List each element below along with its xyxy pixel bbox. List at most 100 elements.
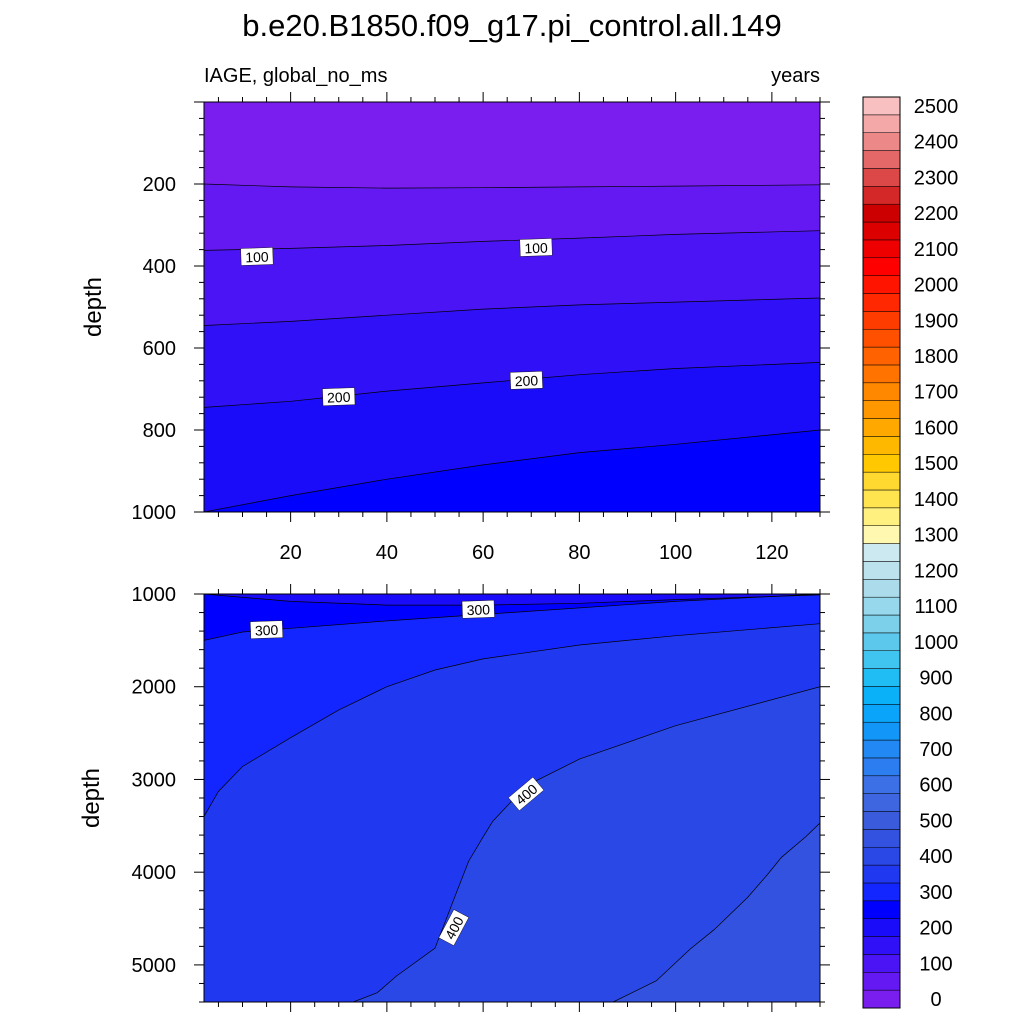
y-tick-label: 4000 [132, 862, 177, 884]
x-tick-label: 100 [659, 542, 692, 564]
colorbar-box [862, 221, 901, 241]
colorbar-box [862, 364, 901, 384]
svg-text:100: 100 [245, 249, 269, 266]
colorbar-label: 700 [919, 739, 952, 761]
colorbar-label: 1600 [914, 417, 959, 439]
colorbar-label: 800 [919, 703, 952, 725]
colorbar-box [862, 328, 901, 348]
colorbar-box [862, 96, 901, 116]
contour-label: 100 [519, 238, 553, 257]
colorbar-box [862, 775, 901, 794]
y-axis-label: depth [78, 768, 105, 828]
contour-label: 200 [322, 387, 356, 406]
colorbar-box [862, 311, 901, 330]
colorbar-box [862, 436, 901, 455]
colorbar-box [862, 668, 901, 687]
colorbar-label: 2200 [914, 203, 959, 225]
contour-label: 200 [509, 371, 543, 390]
colorbar-box [862, 596, 901, 616]
y-axis-label: depth [80, 277, 107, 337]
colorbar-box [862, 525, 901, 544]
colorbar-box [862, 150, 901, 169]
colorbar-label: 1400 [914, 489, 959, 511]
colorbar-box [862, 954, 901, 973]
colorbar: 0 100 200 300 400 500 600 700 800 900 1000 1100 1200… [862, 96, 959, 1011]
contour-line [204, 594, 820, 641]
colorbar-box [862, 721, 901, 741]
colorbar-box [862, 632, 901, 651]
colorbar-box [862, 579, 901, 598]
colorbar-label: 0 [930, 989, 941, 1011]
colorbar-label: 200 [919, 918, 952, 940]
colorbar-label: 2000 [914, 275, 959, 297]
y-tick-label: 2000 [132, 677, 177, 699]
contour-line [204, 297, 820, 326]
colorbar-box [862, 471, 901, 491]
colorbar-box [862, 275, 901, 294]
colorbar-label: 500 [919, 810, 952, 832]
colorbar-box [862, 614, 901, 634]
colorbar-box [862, 757, 901, 777]
colorbar-label: 1500 [914, 453, 959, 475]
y-tick-label: 600 [143, 338, 176, 360]
colorbar-box [862, 864, 901, 884]
contour-line [204, 429, 820, 512]
colorbar-label: 2100 [914, 239, 959, 261]
colorbar-box [862, 203, 901, 223]
y-tick-label: 1000 [132, 584, 177, 606]
colorbar-box [862, 989, 901, 1009]
svg-text:300: 300 [466, 601, 490, 618]
contour-line [204, 362, 820, 408]
x-tick-label: 80 [568, 542, 590, 564]
colorbar-box [862, 739, 901, 759]
colorbar-box [862, 936, 901, 955]
contour-fill-group [204, 102, 820, 512]
colorbar-box [862, 507, 901, 526]
x-tick-label: 60 [472, 542, 494, 564]
colorbar-box [862, 686, 901, 705]
contour-fill-group [204, 594, 820, 1002]
y-tick-label: 1000 [132, 502, 177, 524]
colorbar-label: 1100 [914, 596, 957, 618]
contour-label: 100 [240, 247, 274, 266]
colorbar-box [862, 561, 901, 580]
contour-band [613, 823, 820, 1002]
contour-line [204, 623, 820, 817]
colorbar-box [862, 418, 901, 437]
x-tick-label: 40 [376, 542, 398, 564]
colorbar-box [862, 239, 901, 259]
colorbar-box [862, 132, 901, 151]
colorbar-box [862, 882, 901, 902]
colorbar-box [862, 186, 901, 205]
colorbar-label: 1200 [914, 560, 959, 582]
colorbar-label: 2300 [914, 167, 959, 189]
y-tick-label: 3000 [132, 769, 177, 791]
colorbar-box [862, 918, 901, 937]
y-tick-label: 5000 [132, 955, 177, 977]
plot-frame [203, 101, 821, 513]
colorbar-box [862, 346, 901, 366]
colorbar-box [862, 704, 901, 723]
colorbar-box [862, 900, 901, 919]
units-label: years [771, 65, 820, 87]
colorbar-box [862, 489, 901, 509]
colorbar-label: 100 [919, 953, 952, 975]
contour-band [353, 686, 820, 1002]
y-tick-label: 800 [143, 420, 176, 442]
colorbar-box [862, 400, 901, 419]
colorbar-label: 2400 [914, 132, 959, 154]
colorbar-box [862, 382, 901, 401]
upper-depth-panel: 100 100 200 200 20 40 60 80 100 120 200 400 600 800 10… [80, 92, 830, 564]
colorbar-label: 1000 [914, 632, 959, 654]
contour-line [204, 183, 820, 189]
contour-line [353, 686, 820, 1002]
colorbar-box [862, 293, 901, 312]
colorbar-box [862, 543, 901, 562]
colorbar-box [862, 257, 901, 276]
colorbar-box [862, 972, 901, 991]
colorbar-label: 600 [919, 775, 952, 797]
contour-band [204, 430, 820, 512]
y-tick-label: 200 [143, 174, 176, 196]
x-tick-label: 20 [280, 542, 302, 564]
